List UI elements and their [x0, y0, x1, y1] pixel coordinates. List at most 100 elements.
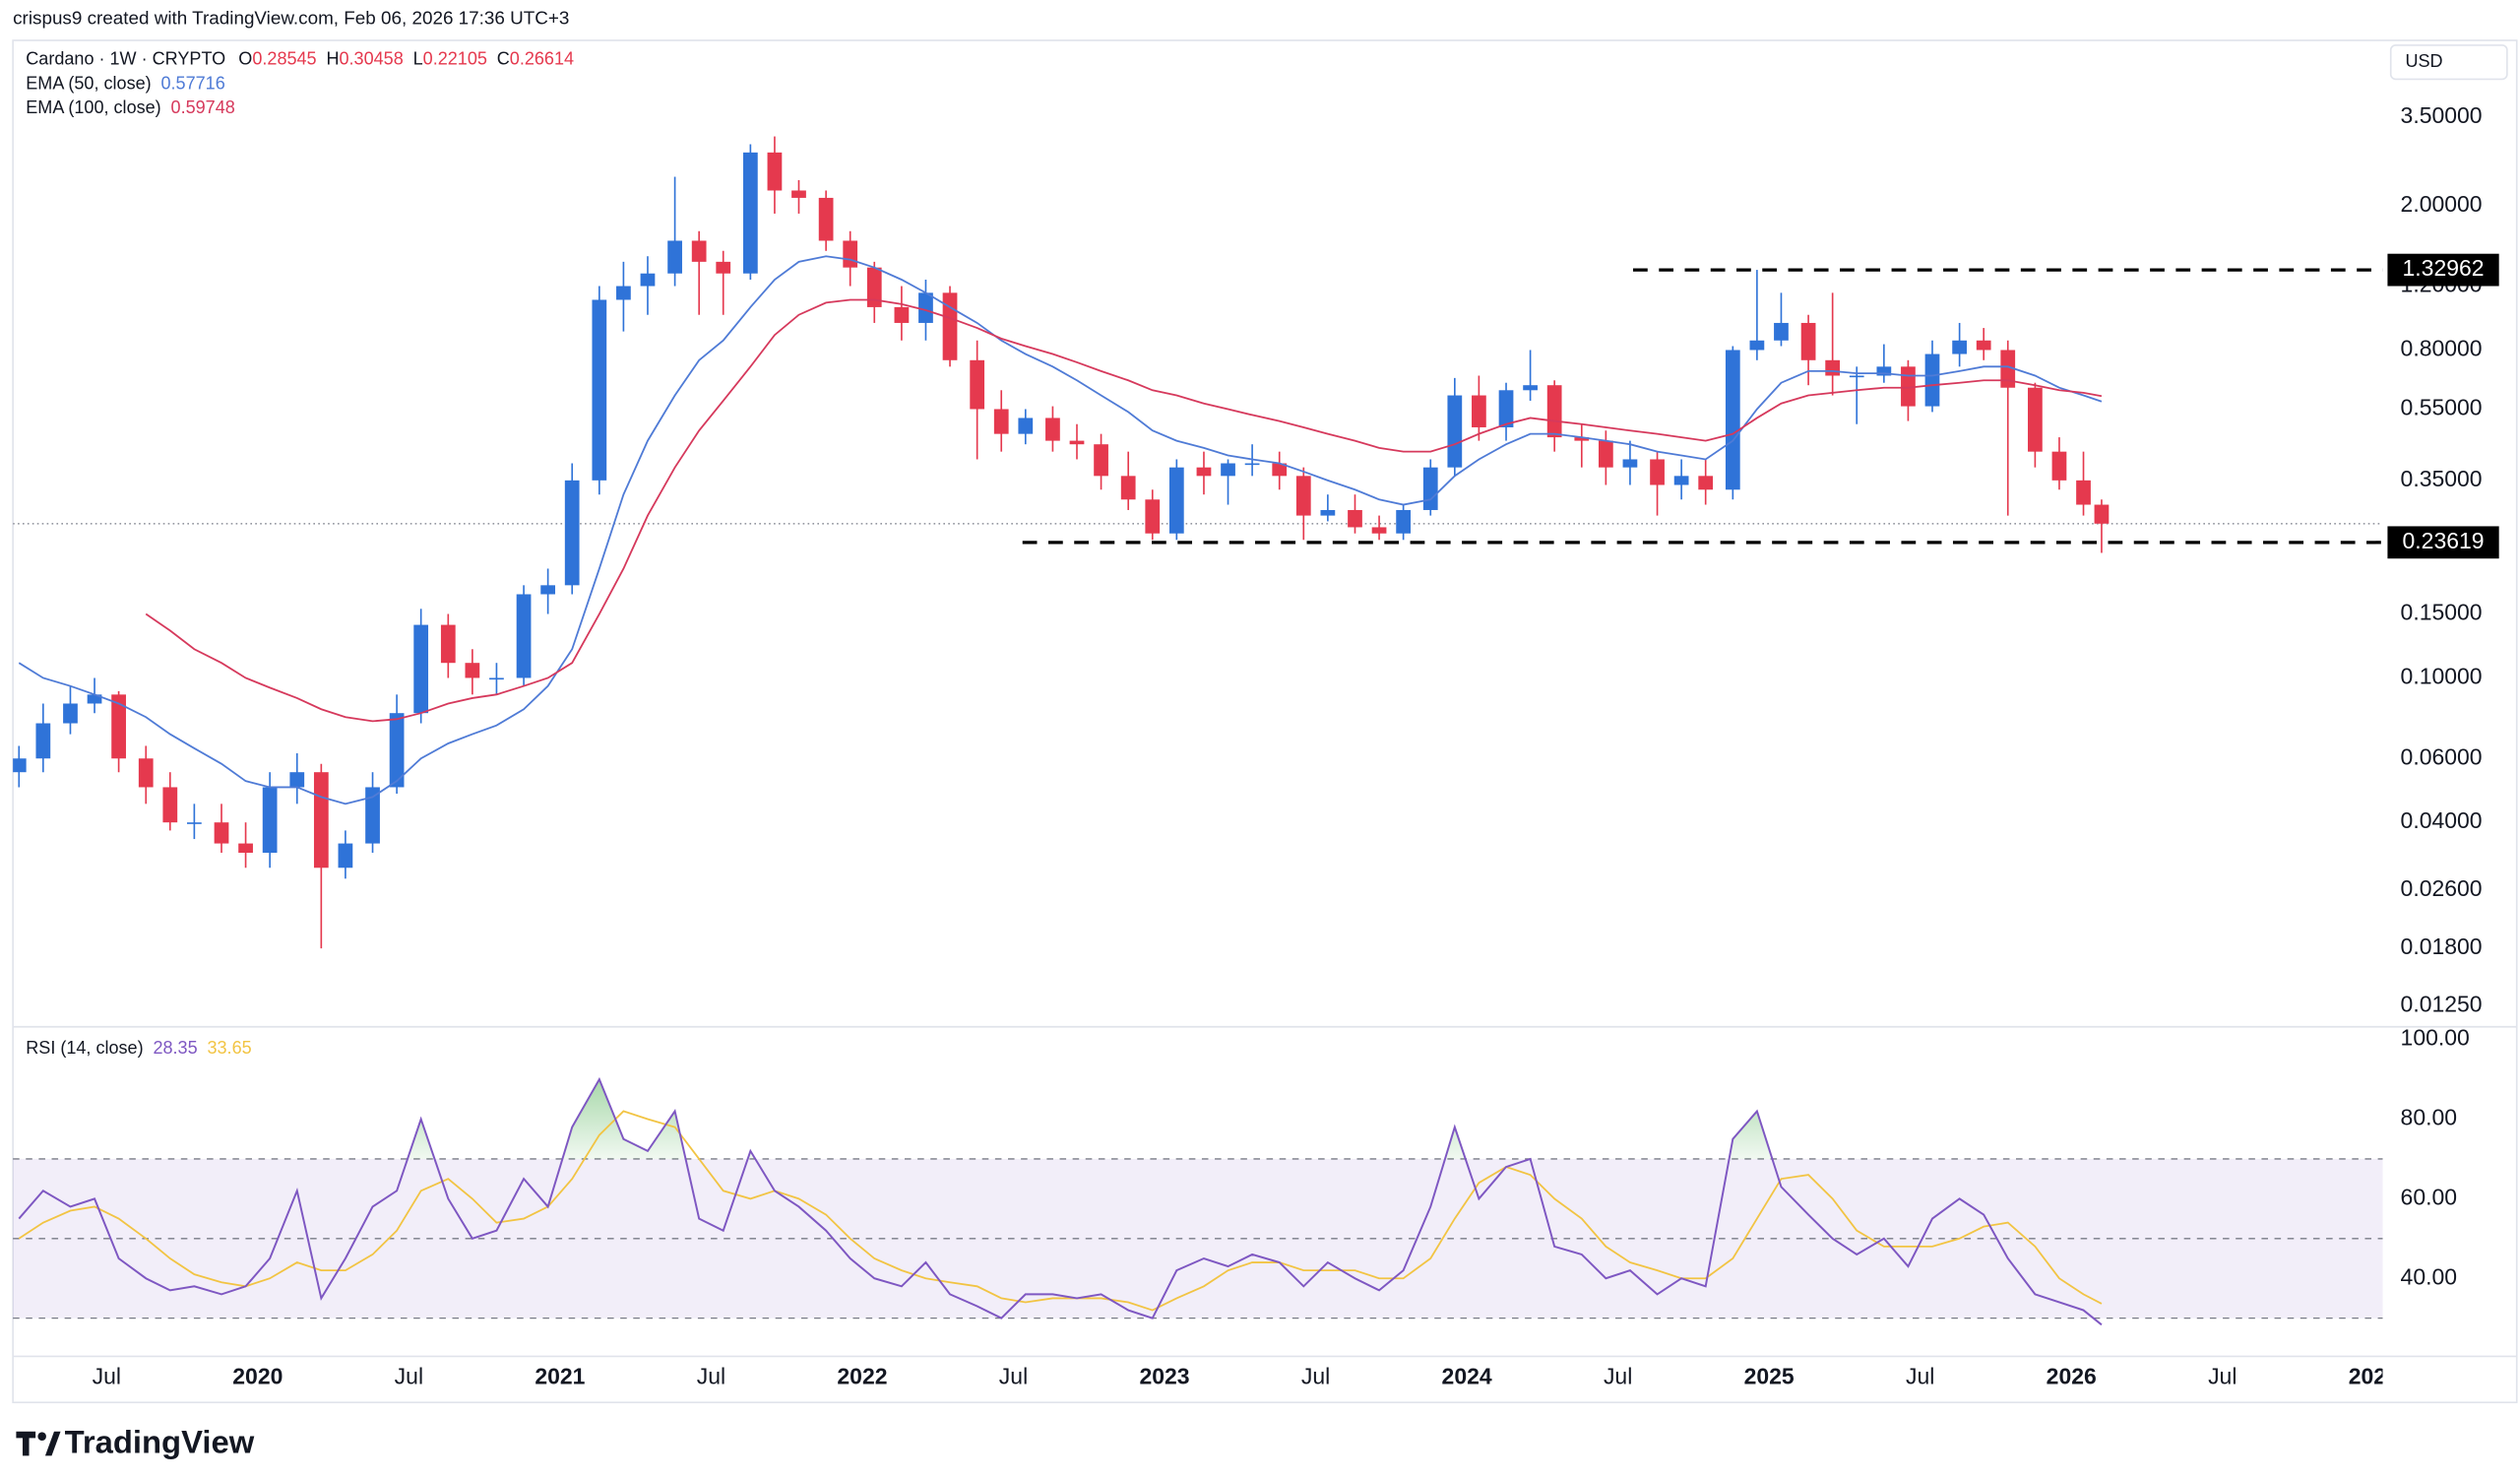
y-tick-label: 40.00 [2401, 1263, 2457, 1289]
currency-box[interactable] [2389, 44, 2508, 81]
rsi-line [18, 1076, 2103, 1326]
candle-body [1168, 467, 1184, 534]
candle-body [2076, 480, 2091, 505]
legend-title: Cardano · 1W · CRYPTO [26, 48, 225, 68]
candle-body [1120, 476, 1136, 500]
ohlc-value: 0.26614 [510, 48, 574, 68]
x-tick-label: 2027 [2349, 1364, 2399, 1389]
level-label-box [2387, 253, 2499, 287]
candle-body [1849, 375, 1864, 378]
candle-body [866, 267, 882, 307]
candle-body [516, 594, 532, 678]
candle-body [1598, 440, 1613, 468]
candle-body [592, 299, 607, 481]
x-tick-label: Jul [1301, 1364, 1330, 1389]
candle-body [918, 292, 933, 323]
ema-legend-name: EMA (100, close) [26, 97, 160, 117]
x-tick-label: 2020 [232, 1364, 283, 1389]
candle-body [2094, 504, 2110, 524]
candle-body [1574, 437, 1590, 441]
candle-body [13, 758, 27, 773]
candle-body [2028, 387, 2043, 452]
candle-body [1221, 463, 1235, 477]
candle-body [111, 694, 126, 759]
candle-body [465, 663, 480, 678]
candle-body [1498, 390, 1514, 427]
candle-body [313, 772, 329, 869]
candle-body [1650, 459, 1665, 485]
rsi-legend-value: 33.65 [207, 1038, 251, 1058]
candle-body [1447, 395, 1463, 468]
rsi-legend: RSI (14, close) 28.35 33.65 [26, 1038, 251, 1058]
candle-body [35, 723, 51, 759]
ohlc-value: 0.30458 [340, 48, 404, 68]
ohlc-label: L [413, 48, 423, 68]
candle-body [1244, 463, 1260, 466]
x-tick-label: 2026 [2047, 1364, 2097, 1389]
candle-body [1348, 509, 1362, 528]
candle-body [413, 624, 429, 714]
y-tick-label: 0.15000 [2401, 600, 2483, 625]
candle-body [742, 152, 758, 274]
candle-body [1145, 499, 1161, 534]
candle-body [1320, 509, 1336, 516]
ema-legend: EMA (50, close) 0.57716 [26, 73, 224, 93]
candle-body [162, 787, 178, 823]
x-tick-label: 2025 [1744, 1364, 1795, 1389]
x-tick-label: 2022 [837, 1364, 887, 1389]
x-tick-label: Jul [1604, 1364, 1632, 1389]
ema-line [18, 255, 2103, 805]
ema-legend: EMA (100, close) 0.59748 [26, 97, 235, 117]
candle-body [667, 240, 682, 274]
brand-logo [16, 1431, 61, 1456]
candle-body [365, 787, 380, 844]
candle-body [1045, 418, 1060, 441]
ema-line [145, 298, 2103, 723]
candle-body [1422, 467, 1438, 510]
candle-body [389, 713, 405, 788]
candle-body [1371, 527, 1387, 534]
y-tick-label: 0.10000 [2401, 664, 2483, 689]
y-tick-label: 0.04000 [2401, 807, 2483, 833]
y-tick-label: 0.02600 [2401, 875, 2483, 901]
ema-legend-name: EMA (50, close) [26, 73, 151, 93]
candle-body [1749, 340, 1765, 351]
candle-body [138, 758, 154, 788]
rsi-legend-title: RSI (14, close) [26, 1038, 143, 1058]
price-plot [13, 136, 2383, 949]
candle-body [1018, 418, 1034, 434]
currency-label[interactable]: USD [2405, 51, 2442, 71]
level-label-box [2387, 526, 2499, 559]
candle-body [1725, 350, 1740, 490]
x-tick-label: Jul [999, 1364, 1028, 1389]
candle-body [767, 152, 783, 191]
candle-body [1698, 476, 1714, 490]
ohlc-value: 0.28545 [252, 48, 316, 68]
candle-body [186, 822, 202, 824]
candle-body [262, 787, 278, 853]
time-axis: Jul 2020 Jul 2021 Jul 2022 Jul 2023 Jul 2024 Jul 20… [93, 1364, 2399, 1389]
candle-body [691, 240, 707, 262]
x-tick-label: Jul [697, 1364, 725, 1389]
candle-body [1472, 395, 1486, 427]
y-tick-label: 2.00000 [2401, 191, 2483, 217]
candle-body [1272, 463, 1288, 477]
y-tick-label: 0.35000 [2401, 466, 2483, 491]
candle-body [214, 822, 229, 844]
candle-body [1952, 340, 1967, 354]
candle-body [2000, 350, 2016, 388]
x-tick-label: 2024 [1442, 1364, 1492, 1389]
rsi-legend-value: 28.35 [153, 1038, 197, 1058]
ohlc-value: 0.22105 [423, 48, 487, 68]
candle-body [1523, 385, 1538, 391]
candle-body [1673, 476, 1689, 485]
candle-body [1901, 366, 1916, 407]
candle-body [791, 190, 806, 198]
level-label: 0.23619 [2403, 528, 2485, 553]
candle-body [289, 772, 305, 788]
y-tick-label: 0.01250 [2401, 992, 2483, 1017]
x-tick-label: Jul [2208, 1364, 2236, 1389]
